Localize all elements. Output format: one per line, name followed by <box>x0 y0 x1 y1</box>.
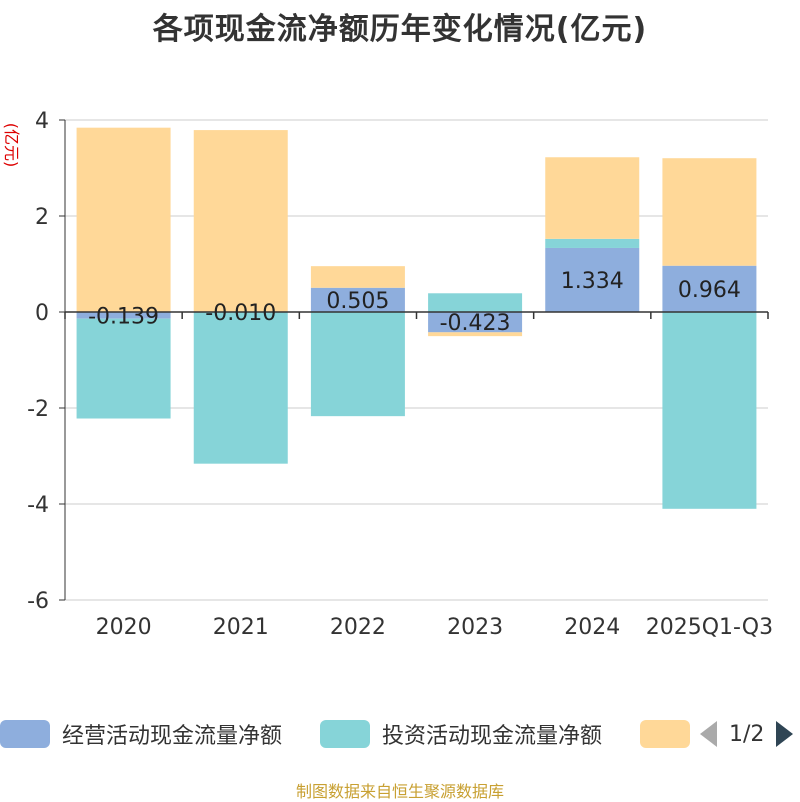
x-tick-label-2: 2022 <box>330 615 386 640</box>
x-tick-label-0: 2020 <box>96 615 152 640</box>
chart-area: 4 2 0 -2 -4 -6 (亿元) 2020 2021 2022 2023 2024 2025Q1-… <box>0 0 800 710</box>
data-label-operating-3: -0.423 <box>440 311 511 336</box>
y-axis-label: (亿元) <box>2 123 21 168</box>
legend-page-indicator: 1/2 <box>729 722 764 747</box>
legend-swatch-investing <box>320 720 370 748</box>
legend-label-investing: 投资活动现金流量净额 <box>382 718 602 750</box>
bar-1-5 <box>662 312 756 509</box>
y-tick-label-3: -2 <box>27 397 49 422</box>
bar-1-0 <box>77 319 171 419</box>
data-label-operating-5: 0.964 <box>678 278 741 303</box>
legend-item-financing[interactable] <box>640 716 690 752</box>
data-label-operating-1: -0.010 <box>205 301 276 326</box>
y-tick-label-2: 0 <box>35 301 49 326</box>
legend-item-operating[interactable]: 经营活动现金流量净额 <box>0 716 282 752</box>
bar-2-5 <box>662 158 756 266</box>
legend-next-page-icon[interactable] <box>776 721 793 747</box>
bar-2-4 <box>545 157 639 239</box>
legend-item-investing[interactable]: 投资活动现金流量净额 <box>320 716 602 752</box>
legend: 经营活动现金流量净额 投资活动现金流量净额 1/2 <box>0 716 800 752</box>
y-tick-label-0: 4 <box>35 109 49 134</box>
bar-1-3 <box>428 293 522 312</box>
data-label-operating-0: -0.139 <box>88 304 159 329</box>
bar-1-1 <box>194 312 288 463</box>
x-tick-label-5: 2025Q1-Q3 <box>646 615 773 640</box>
legend-swatch-financing <box>640 720 690 748</box>
legend-swatch-operating <box>0 720 50 748</box>
bar-2-1 <box>194 130 288 312</box>
legend-pager: 1/2 <box>700 716 793 752</box>
x-tick-label-1: 2021 <box>213 615 269 640</box>
x-tick-label-3: 2023 <box>447 615 503 640</box>
y-tick-label-4: -4 <box>27 493 49 518</box>
data-label-operating-2: 0.505 <box>326 289 389 314</box>
legend-prev-page-icon[interactable] <box>700 721 717 747</box>
data-label-operating-4: 1.334 <box>561 269 624 294</box>
x-tick-label-4: 2024 <box>564 615 620 640</box>
bar-2-2 <box>311 266 405 288</box>
y-tick-label-5: -6 <box>27 589 49 614</box>
y-tick-label-1: 2 <box>35 205 49 230</box>
bar-1-2 <box>311 312 405 416</box>
legend-label-operating: 经营活动现金流量净额 <box>62 718 282 750</box>
bar-1-4 <box>545 239 639 248</box>
data-source-note: 制图数据来自恒生聚源数据库 <box>0 778 800 802</box>
bar-2-0 <box>77 128 171 312</box>
